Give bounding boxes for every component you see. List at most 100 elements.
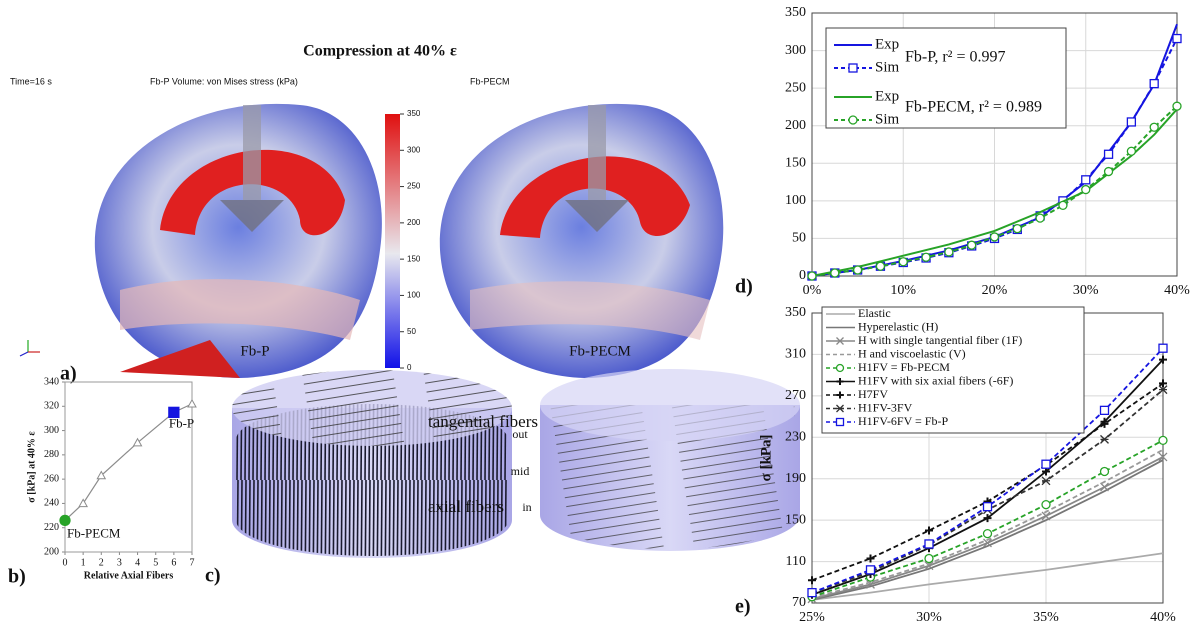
marker [59,514,71,527]
cylinder-tangential [540,369,800,551]
x-tick-label: 20% [982,283,1008,298]
marker [1149,122,1159,132]
legend-label: Sim [875,59,900,75]
legend-label: Elastic [858,306,891,320]
colorbar-tick-label: 0 [407,363,412,372]
plot-frame [811,12,1178,277]
legend-label: H7FV [858,387,888,401]
x-tick-label: 5 [153,557,158,568]
x-tick-label: 3 [117,557,122,568]
marker [96,470,107,480]
marker [866,579,875,589]
y-tick-label: 320 [44,401,59,412]
marker [1035,213,1045,223]
marker [187,398,197,408]
render-fb-p [94,103,382,378]
y-tick-label: 220 [44,522,59,533]
y-tick-label: 230 [785,430,806,445]
marker [1041,476,1051,486]
marker [852,265,863,275]
time-label: Time=16 s [10,76,52,86]
marker [807,587,817,598]
x-tick-label: 0% [803,283,822,298]
annotation: Fb-PECM [67,525,121,540]
marker [835,363,845,373]
y-tick-label: 150 [785,156,806,171]
marker [1099,405,1110,416]
y-tick-label: 0 [799,268,806,283]
y-axis-label: σ [kPa] at 40% ε [26,431,37,503]
marker [983,538,992,548]
y-tick-label: 100 [785,193,806,208]
x-tick-label: 40% [1150,610,1176,623]
y-tick-label: 50 [792,231,806,246]
colorbar-tick-label: 250 [407,182,421,191]
x-tick-label: 30% [1073,283,1099,298]
y-tick-label: 340 [44,376,59,387]
colorbar-tick-label: 200 [407,218,421,227]
y-tick-label: 150 [785,512,806,527]
y-tick-label: 270 [785,388,806,403]
annotation: Fb-P [169,415,194,430]
marker [835,417,845,427]
y-tick-label: 350 [785,5,806,20]
marker [1158,452,1168,462]
y-tick-label: 200 [785,118,806,133]
x-tick-label: 30% [916,610,942,623]
marker [875,261,886,271]
marker [1159,379,1167,388]
marker [1126,146,1137,156]
marker [925,526,933,535]
marker [830,268,840,278]
x-tick-label: 2 [99,557,104,568]
marker [924,539,934,549]
legend-group-label: Fb-P, r² = 0.997 [905,49,1006,66]
marker [921,252,931,262]
marker [836,404,844,413]
y-tick-label: 70 [792,595,806,610]
marker [1172,33,1182,44]
y-tick-label: 300 [785,43,806,58]
render-fb-pecm [439,103,724,378]
x-axis-label: Relative Axial Fibers [84,570,174,581]
marker [989,232,1000,242]
colorbar-tick-label: 50 [407,327,416,336]
marker [1172,101,1182,111]
layer-label: mid [511,464,530,478]
panel-a-title: Compression at 40% ε [303,43,457,60]
marker [1100,419,1109,428]
marker [1041,459,1051,469]
legend-label: Hyperelastic (H) [858,319,938,333]
marker [168,406,180,419]
fiber-label: tangential fibers [428,412,538,431]
marker [836,378,844,385]
marker [1012,224,1022,234]
marker [1126,117,1137,127]
panel-label: a) [60,363,77,385]
marker [967,240,977,250]
render-label: Fb-PECM [569,343,631,359]
marker [1058,200,1068,211]
marker [1103,149,1114,159]
colorbar-tick-label: 150 [407,254,421,263]
marker [1159,355,1167,364]
x-tick-label: 25% [799,610,825,623]
marker [944,247,954,257]
legend-label: H1FV-6FV = Fb-P [858,414,948,428]
series-line [811,108,1178,277]
y-tick-label: 260 [44,473,59,484]
marker [1041,511,1051,521]
layer-label: out [512,427,528,441]
plot-frame [64,381,193,553]
legend-label: Sim [875,111,900,127]
axes-icon [19,340,40,357]
marker [132,437,143,447]
marker [808,576,816,585]
y-tick-label: 110 [786,554,806,569]
colorbar [385,114,400,368]
colorbar-tick-label: 350 [407,109,421,118]
series-line [811,459,1164,601]
y-tick-label: 240 [44,498,59,509]
panel-label: e) [735,596,751,618]
